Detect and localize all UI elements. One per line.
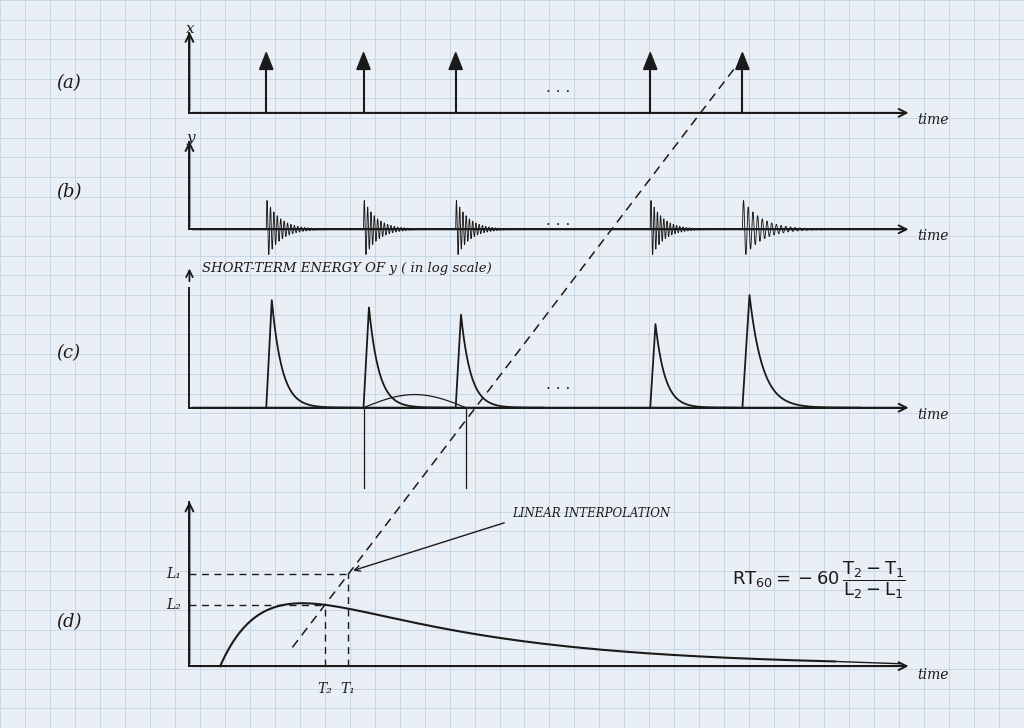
Text: y: y [186,131,195,145]
Polygon shape [356,52,371,69]
Text: T₁: T₁ [341,682,355,696]
Text: x: x [186,22,195,36]
Text: · · ·: · · · [546,382,570,397]
Text: (a): (a) [56,74,81,92]
Polygon shape [449,52,463,69]
Text: (b): (b) [56,183,82,202]
Text: $\mathrm{RT_{60}=-60\,\dfrac{T_2-T_1}{L_2-L_1}}$: $\mathrm{RT_{60}=-60\,\dfrac{T_2-T_1}{L_… [732,559,906,601]
Text: time: time [918,113,949,127]
Text: · · ·: · · · [546,218,570,232]
Text: time: time [918,229,949,243]
Polygon shape [735,52,749,69]
Text: (c): (c) [56,344,81,362]
Text: T₂: T₂ [317,682,332,696]
Text: L₁: L₁ [166,567,181,582]
Text: LINEAR INTERPOLATION: LINEAR INTERPOLATION [512,507,670,520]
Text: SHORT-TERM ENERGY OF y ( in log scale): SHORT-TERM ENERGY OF y ( in log scale) [202,261,492,274]
Text: · · ·: · · · [546,84,570,99]
Polygon shape [644,52,657,69]
Polygon shape [260,52,272,69]
Text: L₂: L₂ [166,598,181,612]
Text: time: time [918,668,949,682]
Text: (d): (d) [56,613,82,631]
Text: time: time [918,408,949,422]
